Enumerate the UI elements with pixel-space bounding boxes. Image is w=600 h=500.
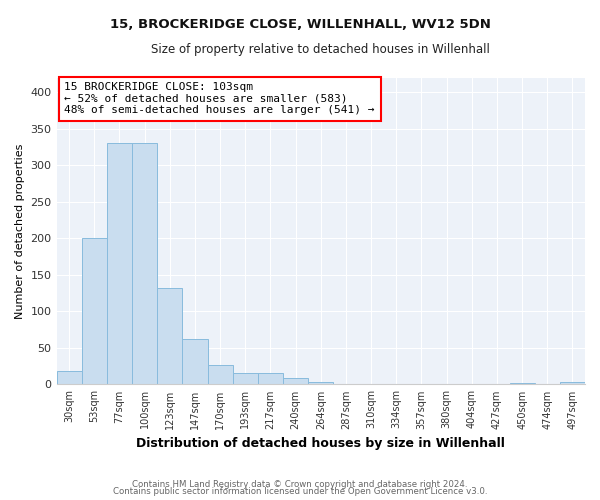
Bar bbox=[182, 339, 208, 384]
Bar bbox=[283, 378, 308, 384]
Text: Contains HM Land Registry data © Crown copyright and database right 2024.: Contains HM Land Registry data © Crown c… bbox=[132, 480, 468, 489]
Text: 15 BROCKERIDGE CLOSE: 103sqm
← 52% of detached houses are smaller (583)
48% of s: 15 BROCKERIDGE CLOSE: 103sqm ← 52% of de… bbox=[64, 82, 375, 116]
Bar bbox=[233, 372, 258, 384]
Text: 15, BROCKERIDGE CLOSE, WILLENHALL, WV12 5DN: 15, BROCKERIDGE CLOSE, WILLENHALL, WV12 … bbox=[110, 18, 490, 30]
Bar bbox=[107, 144, 132, 384]
Bar bbox=[509, 383, 535, 384]
Bar bbox=[208, 364, 233, 384]
Y-axis label: Number of detached properties: Number of detached properties bbox=[15, 144, 25, 318]
Bar bbox=[258, 372, 283, 384]
Bar bbox=[56, 372, 82, 384]
Bar bbox=[82, 238, 107, 384]
Bar bbox=[560, 382, 585, 384]
X-axis label: Distribution of detached houses by size in Willenhall: Distribution of detached houses by size … bbox=[136, 437, 505, 450]
Title: Size of property relative to detached houses in Willenhall: Size of property relative to detached ho… bbox=[151, 42, 490, 56]
Bar bbox=[132, 144, 157, 384]
Text: Contains public sector information licensed under the Open Government Licence v3: Contains public sector information licen… bbox=[113, 487, 487, 496]
Bar bbox=[308, 382, 334, 384]
Bar bbox=[157, 288, 182, 384]
